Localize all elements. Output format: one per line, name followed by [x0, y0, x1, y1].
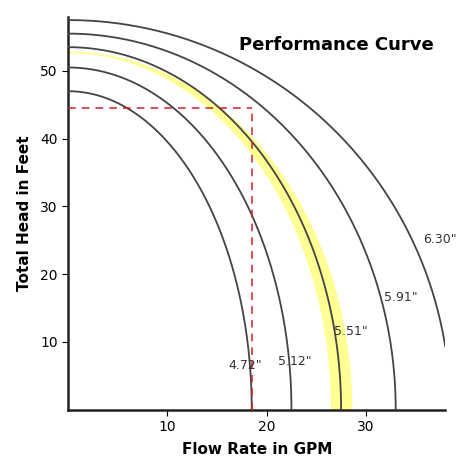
Text: 5.91": 5.91" — [384, 291, 418, 304]
Text: 4.72": 4.72" — [228, 359, 262, 372]
Y-axis label: Total Head in Feet: Total Head in Feet — [17, 135, 32, 291]
Text: 5.51": 5.51" — [334, 325, 368, 338]
Text: Performance Curve: Performance Curve — [239, 36, 434, 55]
Text: 5.12": 5.12" — [278, 356, 311, 368]
Text: 6.30": 6.30" — [424, 234, 457, 246]
X-axis label: Flow Rate in GPM: Flow Rate in GPM — [182, 442, 332, 457]
